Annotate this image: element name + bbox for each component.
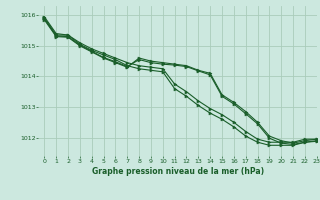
X-axis label: Graphe pression niveau de la mer (hPa): Graphe pression niveau de la mer (hPa) — [92, 167, 264, 176]
